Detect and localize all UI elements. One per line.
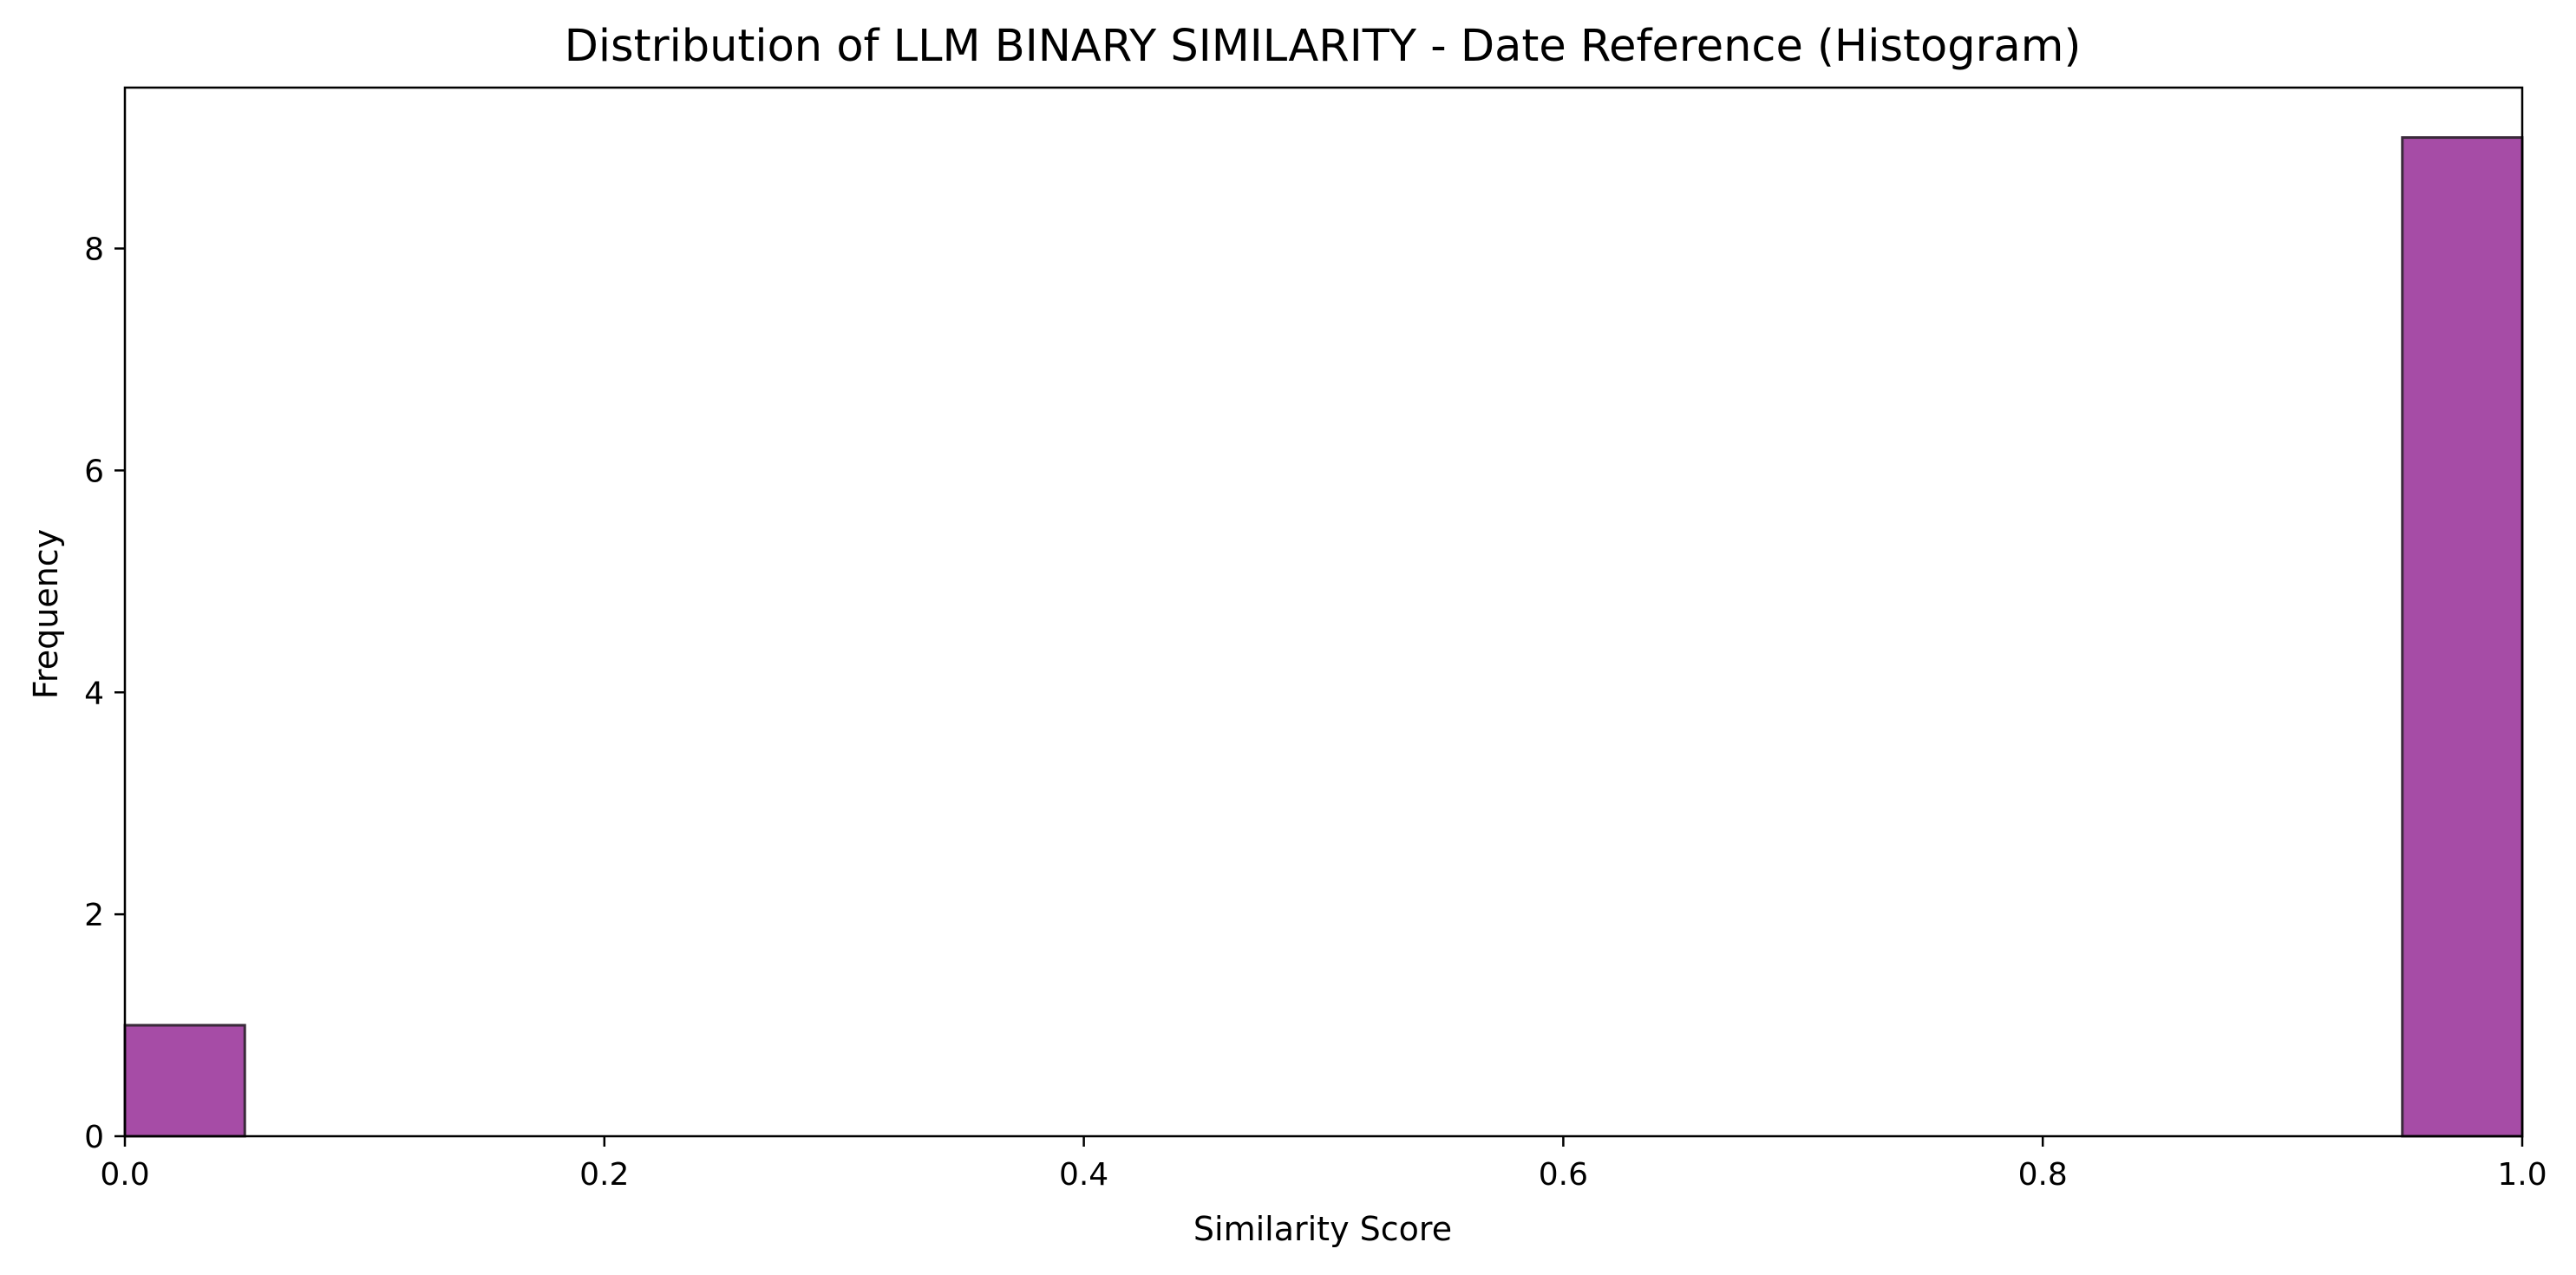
plot-frame	[123, 86, 2524, 1138]
x-tick-label: 0.0	[100, 1157, 149, 1193]
histogram-bars	[123, 136, 2524, 1138]
y-axis-ticks: 0 2 4 6 8	[84, 232, 125, 1155]
histogram-bar	[2401, 136, 2524, 1138]
x-axis-label: Similarity Score	[1193, 1210, 1452, 1248]
x-tick-label: 0.6	[1539, 1157, 1588, 1193]
x-tick-label: 0.8	[2018, 1157, 2068, 1193]
y-tick-label: 6	[84, 454, 104, 489]
y-tick-label: 4	[84, 676, 104, 711]
x-tick-label: 1.0	[2497, 1157, 2547, 1193]
y-tick-label: 2	[84, 898, 104, 933]
y-tick-label: 0	[84, 1120, 104, 1155]
x-tick-label: 0.2	[579, 1157, 629, 1193]
chart-title: Distribution of LLM BINARY SIMILARITY - …	[565, 21, 2082, 72]
x-tick-label: 0.4	[1059, 1157, 1108, 1193]
x-axis-ticks: 0.0 0.2 0.4 0.6 0.8 1.0	[100, 1136, 2547, 1193]
y-tick-label: 8	[84, 232, 104, 268]
y-axis-label: Frequency	[27, 529, 65, 699]
histogram-bar	[123, 1023, 246, 1138]
